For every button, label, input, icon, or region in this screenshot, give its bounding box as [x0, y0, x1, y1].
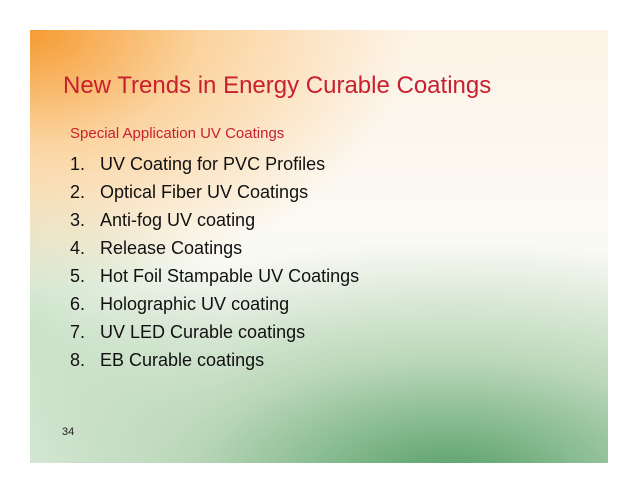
item-text: Anti-fog UV coating [100, 210, 256, 230]
list-item: 5. Hot Foil Stampable UV Coatings [70, 262, 359, 290]
item-list: 1. UV Coating for PVC Profiles 2. Optical F… [70, 150, 359, 374]
slide: New Trends in Energy Curable Coatings Sp… [30, 30, 608, 463]
item-text: Hot Foil Stampable UV Coatings [100, 266, 360, 286]
item-text: Optical Fiber UV Coatings [100, 182, 309, 202]
list-item: 7. UV LED Curable coatings [70, 318, 359, 346]
item-number: 6. [70, 294, 86, 314]
item-number: 7. [70, 322, 86, 342]
subtitle: Special Application UV Coatings [70, 125, 285, 142]
page-number: 34 [62, 426, 75, 438]
item-text: Holographic UV coating [100, 294, 290, 314]
item-number: 8. [70, 350, 86, 370]
list-item: 1. UV Coating for PVC Profiles [70, 150, 359, 178]
list-item: 2. Optical Fiber UV Coatings [70, 178, 359, 206]
item-number: 3. [70, 210, 86, 230]
item-number: 2. [70, 182, 86, 202]
item-number: 4. [70, 238, 86, 258]
item-text: UV Coating for PVC Profiles [100, 154, 326, 174]
slide-title: New Trends in Energy Curable Coatings [63, 72, 492, 99]
list-item: 4. Release Coatings [70, 234, 359, 262]
list-item: 8. EB Curable coatings [70, 346, 359, 374]
list-item: 6. Holographic UV coating [70, 290, 359, 318]
item-text: EB Curable coatings [100, 350, 265, 370]
item-text: UV LED Curable coatings [100, 322, 306, 342]
item-number: 5. [70, 266, 86, 286]
list-item: 3. Anti-fog UV coating [70, 206, 359, 234]
item-text: Release Coatings [100, 238, 243, 258]
item-number: 1. [70, 154, 86, 174]
